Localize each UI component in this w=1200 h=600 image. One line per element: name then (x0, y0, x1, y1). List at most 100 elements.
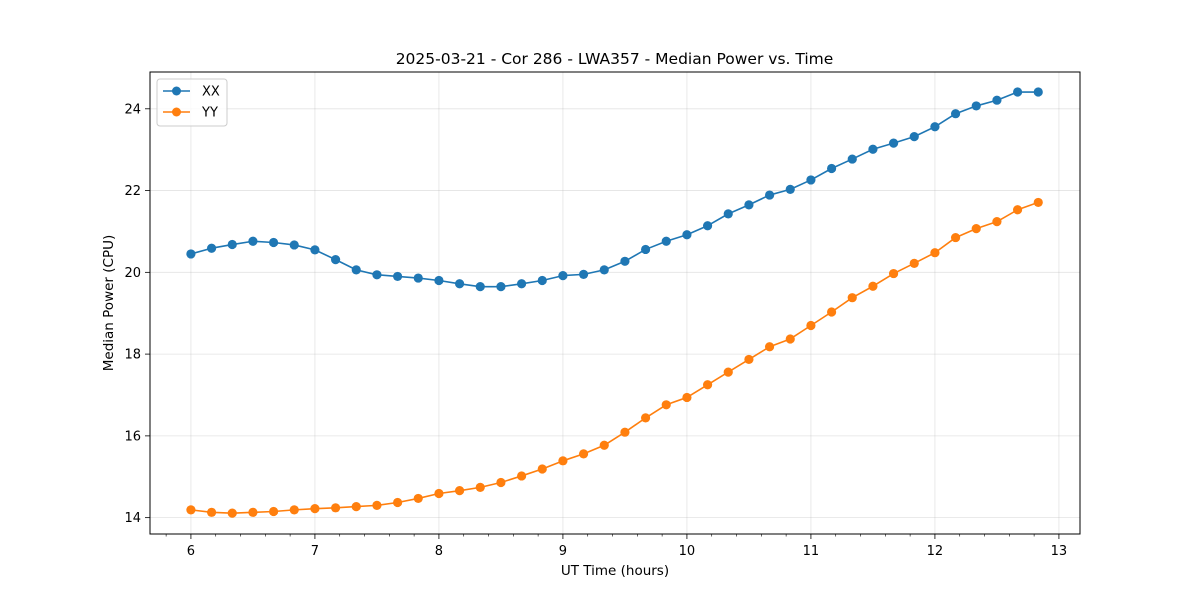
data-point-yy (930, 248, 940, 258)
data-point-yy (372, 500, 382, 510)
legend-marker-yy (172, 107, 181, 117)
data-point-yy (682, 392, 692, 403)
data-point-yy (661, 400, 671, 410)
data-point-xx (475, 282, 485, 292)
grid-layer (150, 72, 1080, 534)
x-tick-label: 11 (803, 544, 820, 559)
data-point-yy (434, 488, 444, 499)
data-point-yy (971, 223, 981, 234)
data-point-xx (351, 265, 361, 275)
y-tick-label: 20 (124, 266, 141, 281)
data-point-yy (475, 482, 485, 492)
plot-background (150, 72, 1080, 534)
data-point-yy (330, 503, 341, 513)
data-point-yy (744, 354, 754, 365)
data-point-xx (1033, 87, 1043, 97)
data-point-xx (392, 271, 403, 282)
data-point-xx (661, 236, 671, 246)
data-point-yy (992, 217, 1002, 227)
data-point-yy (599, 440, 609, 450)
data-point-xx (289, 240, 299, 250)
data-point-xx (558, 271, 568, 281)
data-point-xx (434, 275, 444, 286)
y-tick-label: 14 (124, 511, 141, 526)
data-point-xx (186, 249, 196, 259)
chart-title: 2025-03-21 - Cor 286 - LWA357 - Median P… (396, 50, 834, 68)
data-point-yy (392, 497, 403, 508)
x-tick-label: 7 (311, 544, 319, 559)
data-point-xx (723, 209, 733, 219)
x-tick-label: 9 (559, 544, 567, 559)
data-point-xx (372, 270, 382, 280)
data-point-yy (723, 367, 733, 377)
data-point-yy (620, 427, 630, 437)
data-point-xx (806, 175, 816, 185)
data-point-xx (413, 273, 423, 283)
data-point-yy (909, 258, 919, 268)
data-point-xx (826, 163, 837, 174)
data-point-yy (537, 464, 547, 474)
y-tick-label: 24 (124, 102, 141, 117)
data-point-xx (785, 184, 795, 194)
data-point-xx (868, 144, 878, 154)
x-tick-label: 10 (679, 544, 696, 559)
data-point-yy (558, 456, 568, 466)
data-point-xx (620, 256, 630, 266)
data-point-xx (206, 243, 217, 253)
data-point-xx (330, 255, 341, 265)
data-point-xx (268, 237, 279, 248)
data-point-yy (764, 342, 775, 352)
data-point-xx (971, 101, 981, 111)
data-point-yy (888, 268, 899, 279)
data-point-yy (496, 477, 506, 488)
data-point-yy (186, 505, 196, 515)
data-point-yy (227, 508, 237, 518)
data-point-yy (826, 307, 837, 317)
data-point-yy (1012, 205, 1023, 215)
data-point-yy (806, 320, 816, 331)
data-point-yy (950, 232, 961, 243)
legend-marker-xx (172, 86, 181, 96)
data-point-xx (682, 230, 692, 240)
legend: XX YY (156, 78, 228, 127)
data-point-yy (310, 504, 320, 514)
data-point-xx (454, 279, 465, 289)
data-point-xx (227, 239, 237, 250)
plot-frame (149, 71, 1081, 535)
data-point-xx (537, 275, 547, 286)
data-point-xx (599, 265, 609, 275)
data-point-yy (578, 449, 589, 459)
x-tick-label: 8 (435, 544, 443, 559)
data-point-xx (640, 244, 651, 255)
y-tick-label: 18 (124, 348, 141, 363)
data-point-xx (1012, 87, 1023, 97)
data-point-yy (702, 380, 713, 390)
data-point-yy (206, 507, 217, 517)
data-point-yy (413, 493, 423, 504)
data-point-xx (847, 154, 857, 164)
data-point-xx (909, 131, 919, 142)
data-point-xx (764, 190, 775, 200)
x-axis-label: UT Time (hours) (561, 563, 669, 579)
x-tick-label: 6 (187, 544, 195, 559)
data-point-xx (516, 279, 527, 289)
data-point-yy (640, 413, 651, 423)
data-point-xx (310, 245, 320, 255)
data-point-xx (578, 269, 589, 279)
legend-label-xx: XX (202, 85, 220, 100)
series-layer (186, 87, 1043, 518)
data-point-xx (744, 200, 754, 210)
data-point-yy (268, 506, 279, 517)
data-point-xx (888, 138, 899, 148)
y-axis-label: Median Power (CPU) (101, 235, 117, 371)
data-point-yy (516, 471, 527, 481)
data-point-yy (785, 334, 795, 344)
y-axis: 14 16 18 20 22 24 (124, 102, 150, 526)
data-point-yy (248, 507, 258, 517)
data-point-yy (351, 502, 361, 512)
y-tick-label: 22 (124, 184, 141, 199)
x-tick-label: 13 (1051, 544, 1068, 559)
data-point-xx (702, 221, 713, 231)
x-tick-label: 12 (927, 544, 944, 559)
